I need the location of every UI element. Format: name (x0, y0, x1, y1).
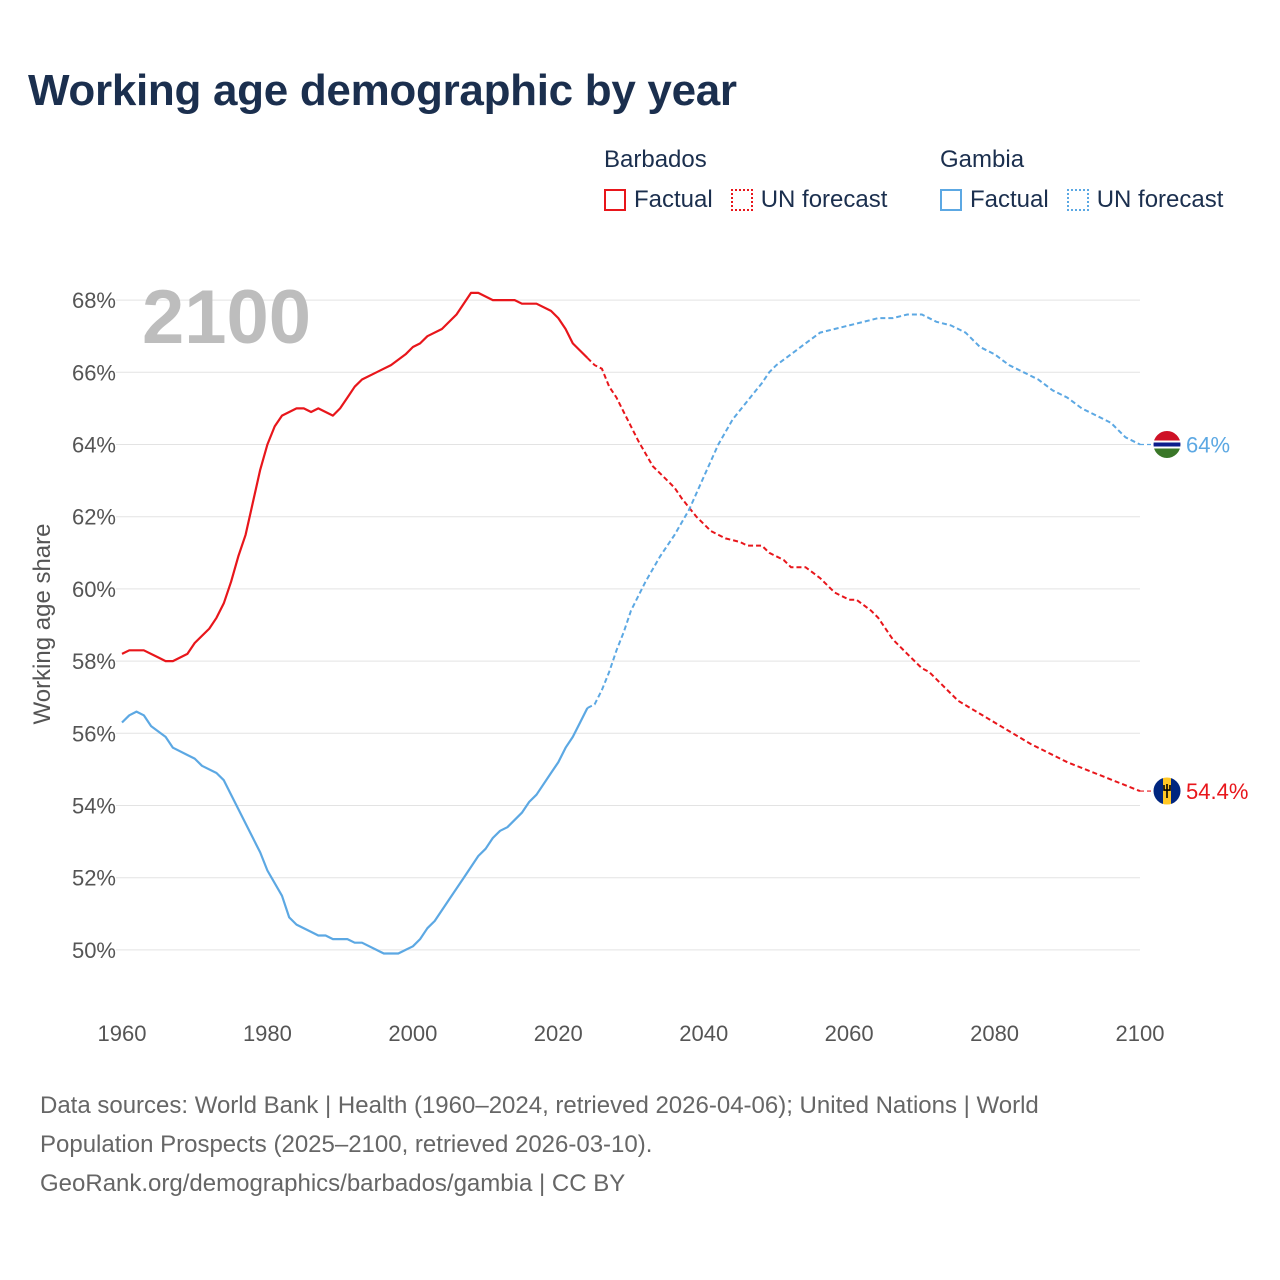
series-lines (121, 291, 1141, 955)
end-value-label: 64% (1186, 433, 1230, 458)
y-axis-label: Working age share (29, 524, 56, 725)
legend-label: Factual (634, 186, 713, 213)
footer-line: Data sources: World Bank | Health (1960–… (40, 1092, 1039, 1119)
y-tick-label: 52% (72, 866, 116, 891)
x-tick-label: 2040 (679, 1021, 728, 1046)
chart-title: Working age demographic by year (28, 66, 737, 115)
legend-item-barbados-factual[interactable]: Factual (604, 186, 713, 214)
legend-label: UN forecast (760, 186, 888, 213)
y-tick-label: 68% (72, 288, 116, 313)
series-barbados-forecast (586, 357, 1141, 793)
x-tick-label: 1960 (98, 1021, 147, 1046)
flag-body (1153, 777, 1181, 806)
legend-label: UN forecast (1096, 186, 1224, 213)
legend-swatch-dotted (730, 189, 753, 211)
legend-group-title: Gambia (940, 146, 1025, 173)
y-tick-label: 56% (72, 721, 116, 746)
x-tick-label: 2080 (970, 1021, 1019, 1046)
y-tick-label: 50% (72, 938, 116, 963)
x-tick-label: 2000 (388, 1021, 437, 1046)
x-tick-label: 1980 (243, 1021, 292, 1046)
year-watermark: 2100 (142, 275, 311, 360)
end-markers: 54.4% 64% (1140, 430, 1248, 806)
gambia-flag-icon (1152, 430, 1182, 459)
flag-stripe-red (1153, 430, 1181, 441)
y-tick-label: 64% (72, 433, 116, 458)
legend-item-gambia-factual[interactable]: Factual (940, 186, 1049, 214)
grid-lines (116, 299, 1140, 951)
flag-stripe-green (1153, 448, 1181, 459)
barbados-flag-icon (1152, 776, 1182, 806)
footer-line: Population Prospects (2025–2100, retriev… (40, 1131, 653, 1158)
y-tick-label: 66% (72, 360, 116, 385)
legend-group-title: Barbados (604, 146, 707, 173)
flag-band-blue (1171, 777, 1181, 806)
legend-swatch-solid (604, 189, 626, 211)
legend-group-barbados: Barbados Factual UN forecast (604, 144, 887, 214)
footer-sources: Data sources: World Bank | Health (1960–… (40, 1086, 1220, 1203)
flag-stripe-white (1153, 440, 1181, 443)
flag-band-blue (1153, 777, 1163, 806)
legend-item-gambia-forecast[interactable]: UN forecast (1066, 186, 1224, 214)
legend-swatch-solid (940, 189, 962, 211)
y-tick-label: 60% (72, 577, 116, 602)
x-tick-label: 2060 (825, 1021, 874, 1046)
series-gambia-forecast (586, 313, 1141, 709)
legend-item-barbados-forecast[interactable]: UN forecast (730, 186, 888, 214)
footer-line[interactable]: GeoRank.org/demographics/barbados/gambia… (40, 1170, 626, 1197)
legend-label: Factual (970, 186, 1049, 213)
legend-swatch-dotted (1066, 189, 1089, 211)
series-gambia-factual (121, 707, 589, 955)
y-tick-label: 54% (72, 794, 116, 819)
x-tick-label: 2100 (1116, 1021, 1165, 1046)
flag-stripe-blue (1153, 442, 1181, 447)
y-tick-label: 58% (72, 649, 116, 674)
x-axis-ticks: 1960 1980 2000 2020 2040 2060 2080 2100 (98, 1021, 1165, 1046)
flag-outline (1152, 776, 1182, 806)
line-chart: 2100 50% 52% 54% 56% 58% 60% 62% 64% 66% 68% 1960… (29, 275, 1248, 1046)
flag-outline (1152, 430, 1182, 459)
flag-stripe-white (1153, 446, 1181, 449)
flag-body (1153, 430, 1181, 459)
series-barbados-factual (121, 291, 589, 663)
y-axis-ticks: 50% 52% 54% 56% 58% 60% 62% 64% 66% 68% (72, 288, 116, 963)
x-tick-label: 2020 (534, 1021, 583, 1046)
trident-icon (1163, 784, 1171, 799)
y-tick-label: 62% (72, 505, 116, 530)
end-value-label: 54.4% (1186, 779, 1248, 804)
legend-group-gambia: Gambia Factual UN forecast (940, 144, 1223, 214)
